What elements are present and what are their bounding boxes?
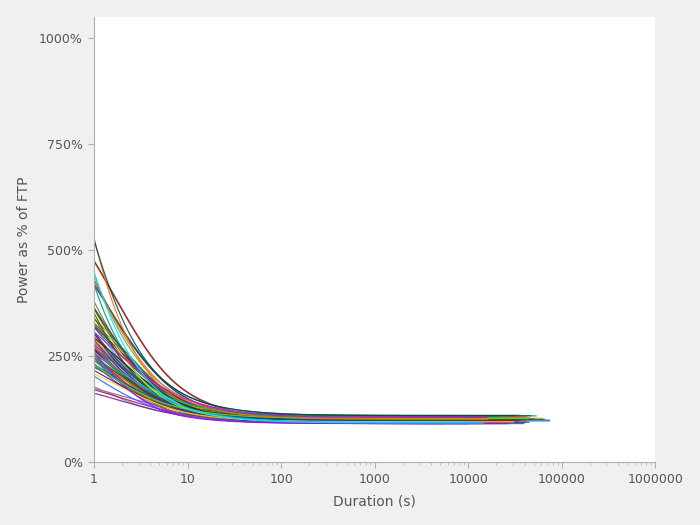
- Y-axis label: Power as % of FTP: Power as % of FTP: [17, 176, 31, 302]
- X-axis label: Duration (s): Duration (s): [333, 495, 416, 508]
